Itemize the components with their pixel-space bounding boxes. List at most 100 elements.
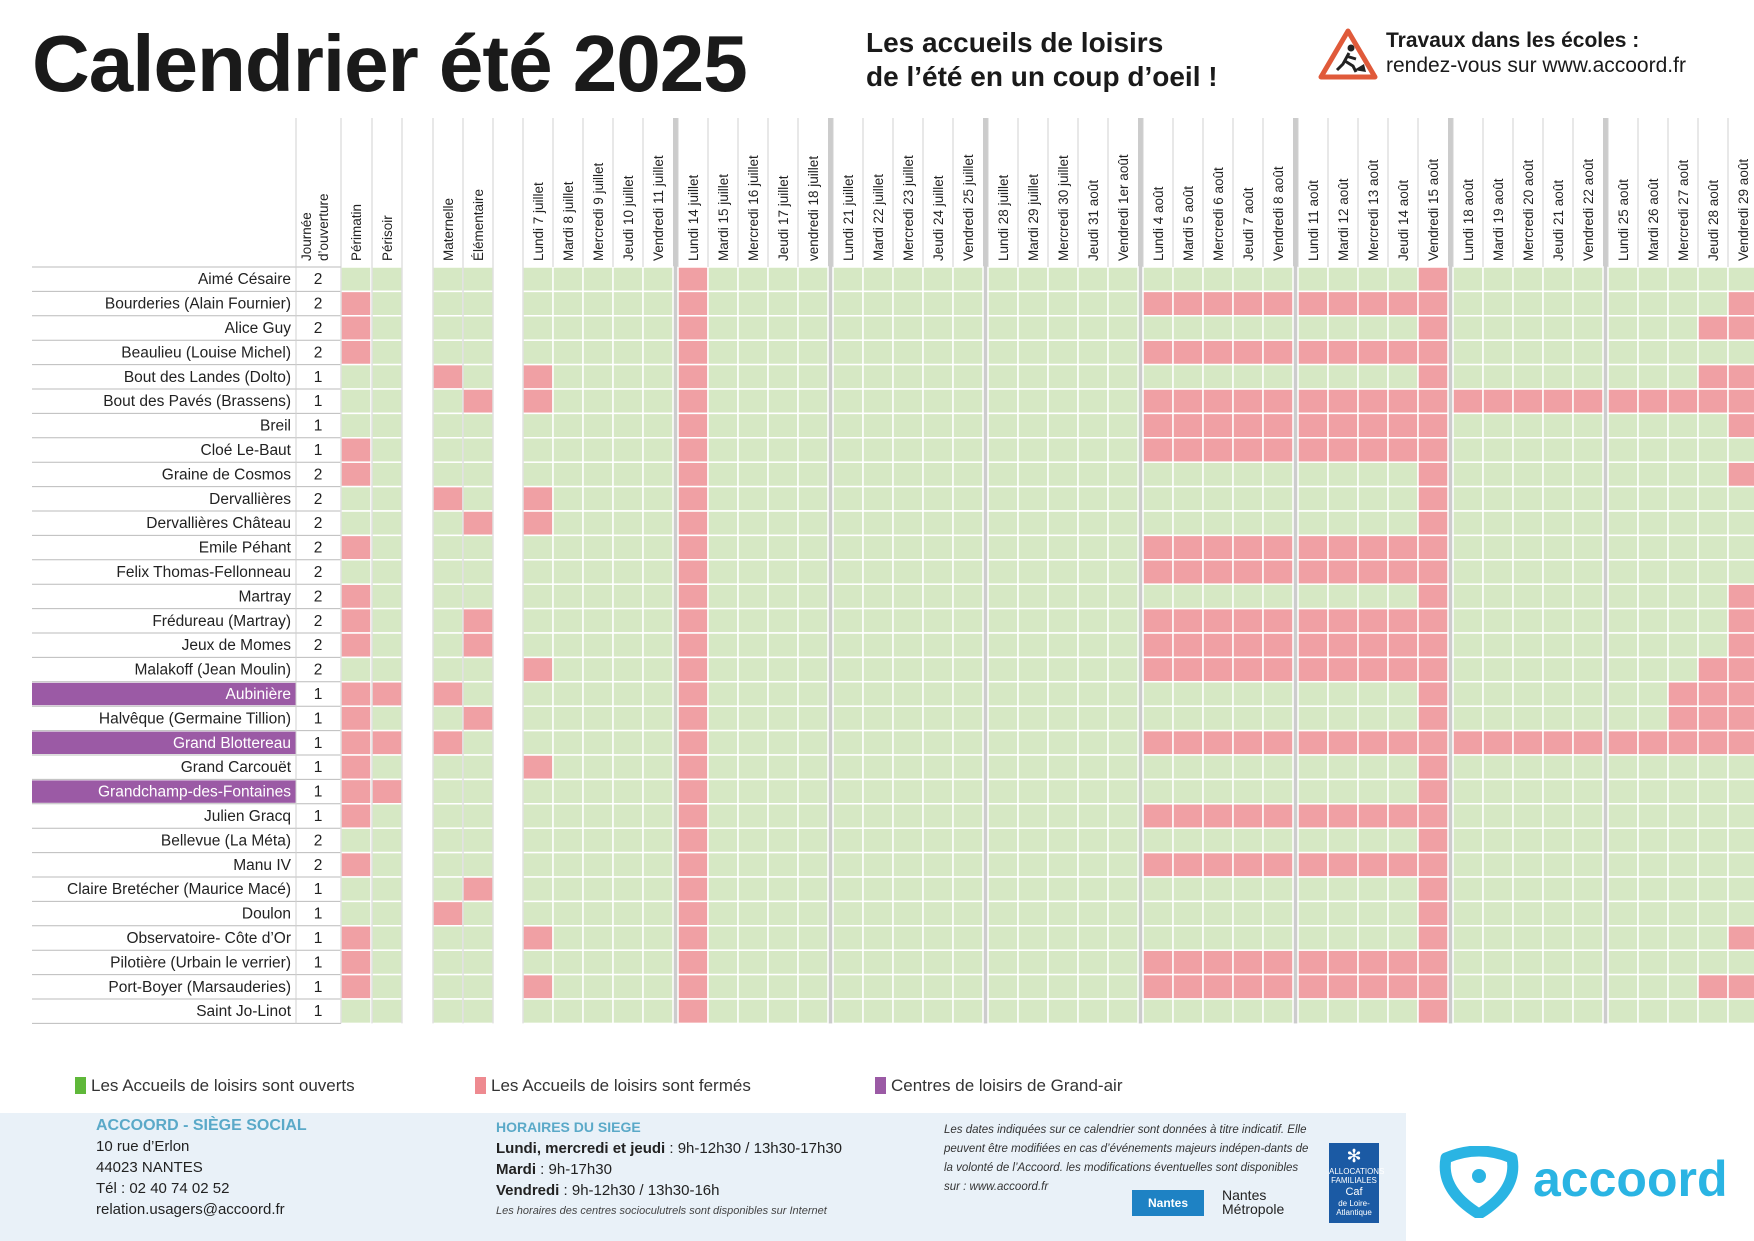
cell-closed	[1417, 973, 1449, 1000]
cell-open	[612, 998, 644, 1025]
table-row: Graine de Cosmos 2	[32, 461, 1754, 488]
cell-closed	[432, 485, 464, 512]
cell-closed	[1387, 559, 1419, 585]
cell-open	[1202, 754, 1234, 781]
cell-open	[582, 656, 614, 683]
cell-open	[1327, 485, 1359, 512]
cell-open	[1637, 266, 1669, 293]
cell-open	[797, 632, 829, 659]
cell-open	[767, 339, 799, 366]
cell-open	[612, 339, 644, 366]
works-link[interactable]: rendez-vous sur www.accoord.fr	[1386, 54, 1686, 77]
cell-open	[371, 583, 403, 610]
cell-open	[1077, 559, 1109, 585]
cell-open	[612, 949, 644, 976]
cell-open	[462, 681, 494, 707]
header-day: Lundi 25 août	[1616, 179, 1631, 261]
cell-closed	[1327, 607, 1359, 634]
cell-open	[952, 339, 984, 366]
cell-closed	[1262, 607, 1294, 634]
cell-open	[1232, 827, 1264, 854]
cell-open	[1697, 754, 1729, 781]
cell-open	[987, 412, 1019, 439]
cell-closed	[1297, 607, 1329, 634]
cell-open	[340, 412, 372, 439]
cell-closed	[1172, 559, 1204, 585]
cell-closed	[1327, 437, 1359, 463]
cell-closed	[1417, 754, 1449, 781]
week-separator	[1448, 118, 1453, 1024]
cell-open	[892, 607, 924, 634]
cell-open	[707, 827, 739, 854]
cell-closed	[340, 607, 372, 634]
cell-closed	[1232, 339, 1264, 366]
cell-open	[552, 388, 584, 415]
center-name: Halvêque (Germaine Tillion)	[99, 710, 291, 727]
cell-open	[1727, 559, 1754, 585]
cell-open	[987, 925, 1019, 951]
cell-closed	[1452, 729, 1484, 756]
cell-open	[832, 534, 864, 561]
cell-open	[952, 803, 984, 829]
opening-days: 1	[314, 710, 323, 727]
cell-open	[642, 388, 674, 415]
cell-open	[1142, 315, 1174, 341]
cell-open	[1262, 827, 1294, 854]
cell-open	[862, 266, 894, 293]
table-row: Manu IV 2	[32, 851, 1754, 878]
cell-open	[767, 973, 799, 1000]
works-notice: Travaux dans les écoles : rendez-vous su…	[1386, 28, 1686, 78]
cell-open	[1572, 339, 1604, 366]
cell-open	[737, 339, 769, 366]
cell-open	[922, 363, 954, 390]
cell-open	[892, 851, 924, 878]
cell-open	[1047, 534, 1079, 561]
cell-closed	[1357, 339, 1389, 366]
cell-open	[737, 778, 769, 805]
cell-open	[737, 510, 769, 537]
cell-open	[1452, 510, 1484, 537]
cell-closed	[522, 754, 554, 781]
cell-open	[371, 290, 403, 317]
cell-open	[462, 803, 494, 829]
cell-closed	[677, 412, 709, 439]
cell-open	[522, 949, 554, 976]
cell-open	[371, 925, 403, 951]
cell-open	[1542, 485, 1574, 512]
cell-open	[1172, 681, 1204, 707]
cell-open	[1077, 412, 1109, 439]
cell-open	[832, 827, 864, 854]
hq-email[interactable]: relation.usagers@accoord.fr	[96, 1201, 285, 1218]
cell-open	[612, 534, 644, 561]
header-day: Jeudi 24 juillet	[931, 175, 946, 261]
cell-open	[1202, 583, 1234, 610]
cell-closed	[677, 876, 709, 903]
caf-line-3: de Loire-Atlantique	[1336, 1199, 1372, 1217]
cell-closed	[1172, 729, 1204, 756]
cell-closed	[1202, 534, 1234, 561]
cell-open	[767, 461, 799, 488]
cell-open	[862, 534, 894, 561]
cell-open	[1452, 315, 1484, 341]
cell-open	[1637, 559, 1669, 585]
cell-open	[987, 315, 1019, 341]
opening-days: 1	[314, 686, 323, 703]
cell-open	[892, 754, 924, 781]
cell-open	[1017, 632, 1049, 659]
cell-open	[1452, 851, 1484, 878]
cell-closed	[1172, 607, 1204, 634]
cell-open	[862, 973, 894, 1000]
cell-open	[1297, 754, 1329, 781]
cell-open	[707, 437, 739, 463]
cell-open	[892, 973, 924, 1000]
cell-open	[767, 607, 799, 634]
cell-open	[642, 412, 674, 439]
cell-open	[832, 290, 864, 317]
cell-open	[987, 266, 1019, 293]
hq-city: 44023 NANTES	[96, 1159, 203, 1176]
cell-closed	[1387, 729, 1419, 756]
cell-open	[1017, 681, 1049, 707]
cell-open	[1607, 290, 1639, 317]
cell-open	[1542, 583, 1574, 610]
cell-open	[952, 290, 984, 317]
